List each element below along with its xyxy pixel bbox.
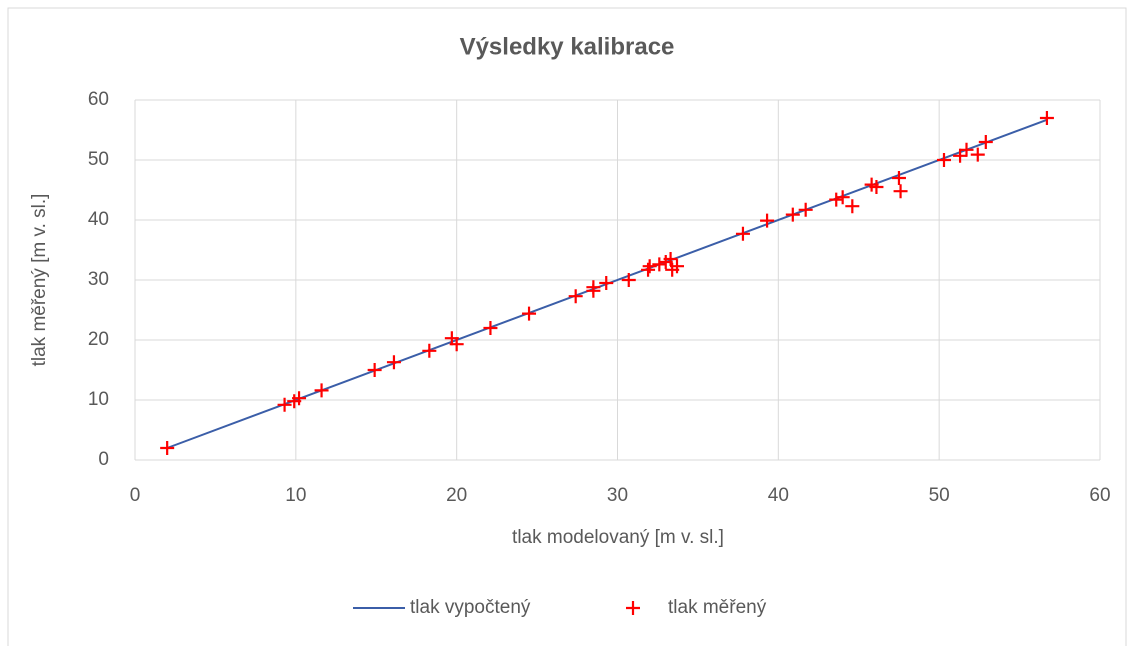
- scatter-point: [670, 259, 685, 274]
- scatter-point: [978, 135, 993, 149]
- scatter-point: [845, 199, 860, 214]
- scatter-point: [869, 180, 884, 194]
- x-tick-label: 0: [130, 485, 141, 506]
- scatter-point: [292, 391, 307, 406]
- legend-marker: [626, 601, 640, 615]
- y-tick-label: 40: [88, 209, 109, 230]
- scatter-point: [160, 441, 175, 455]
- scatter-point: [893, 184, 908, 199]
- scatter-point: [277, 397, 292, 412]
- scatter-point: [367, 363, 382, 377]
- scatter-point: [663, 252, 678, 266]
- scatter-point: [621, 273, 636, 287]
- scatter-point: [785, 207, 800, 222]
- scatter-point: [586, 283, 601, 298]
- y-axis-label: tlak měřený [m v. sl.]: [29, 194, 50, 367]
- x-tick-label: 40: [768, 485, 789, 506]
- scatter-point: [314, 383, 329, 398]
- scatter-point: [891, 171, 906, 185]
- legend-label: tlak vypočtený: [410, 597, 531, 618]
- chart-border: [7, 7, 1127, 646]
- scatter-point: [970, 147, 985, 162]
- y-tick-label: 0: [98, 449, 109, 470]
- y-tick-label: 50: [88, 149, 109, 170]
- scatter-point: [386, 355, 401, 370]
- scatter-point: [735, 226, 750, 241]
- x-tick-label: 30: [607, 485, 628, 506]
- scatter-point: [953, 148, 968, 163]
- scatter-point: [642, 259, 657, 274]
- scatter-point: [568, 289, 583, 304]
- scatter-point: [760, 213, 775, 228]
- x-tick-label: 60: [1089, 485, 1110, 506]
- x-tick-label: 50: [929, 485, 950, 506]
- scatter-point: [936, 153, 951, 167]
- scatter-point: [798, 202, 813, 217]
- scatter-point: [652, 257, 667, 272]
- legend-label: tlak měřený: [668, 597, 767, 618]
- scatter-point: [599, 276, 614, 290]
- scatter-point: [829, 192, 844, 207]
- y-tick-label: 10: [88, 389, 109, 410]
- y-tick-label: 30: [88, 269, 109, 290]
- y-tick-label: 20: [88, 329, 109, 350]
- scatter-point: [1039, 111, 1054, 125]
- scatter-point: [422, 343, 437, 358]
- chart-title: Výsledky kalibrace: [460, 33, 675, 60]
- scatter-point: [835, 190, 850, 205]
- scatter-point: [522, 306, 537, 321]
- x-tick-label: 20: [446, 485, 467, 506]
- scatter-point: [959, 142, 974, 157]
- x-tick-label: 10: [285, 485, 306, 506]
- scatter-point: [449, 337, 464, 352]
- scatter-point: [483, 321, 498, 335]
- x-axis-label: tlak modelovaný [m v. sl.]: [512, 527, 724, 548]
- y-tick-label: 60: [88, 89, 109, 110]
